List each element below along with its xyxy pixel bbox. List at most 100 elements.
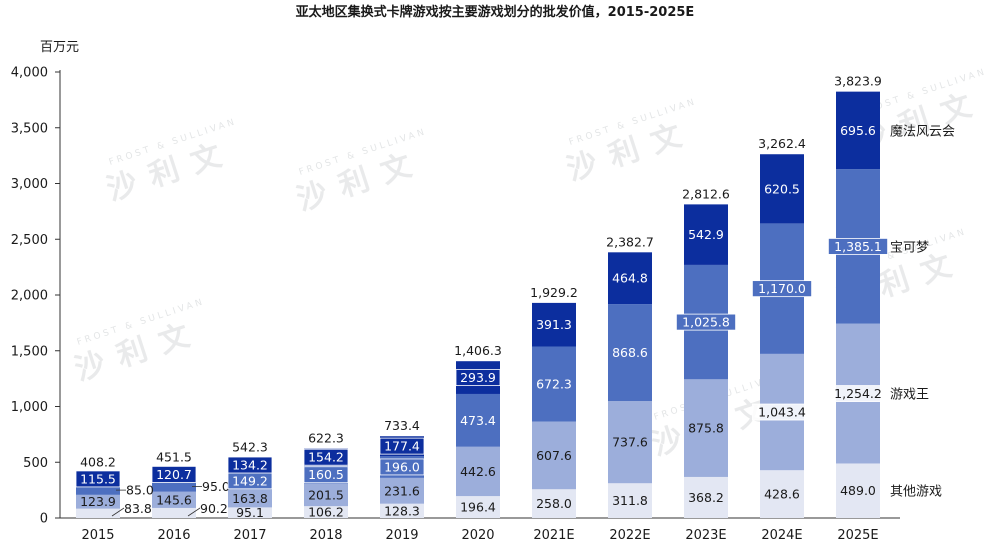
x-category-label: 2025E	[837, 528, 878, 543]
segment-value-label: 196.4	[460, 500, 496, 515]
bar-segment	[456, 446, 500, 497]
bar-segment	[760, 154, 804, 224]
segment-value-label: 134.2	[232, 458, 268, 473]
bar-segment	[380, 477, 424, 504]
bar-total-label: 2,812.6	[682, 186, 730, 201]
bar-total-label: 542.3	[232, 440, 268, 455]
bar-segment	[532, 302, 576, 347]
bar-segment	[76, 494, 120, 509]
x-category-label: 2016	[157, 528, 190, 543]
y-tick-label: 1,000	[11, 400, 48, 415]
segment-label-box	[303, 448, 349, 466]
segment-value-label: 106.2	[308, 505, 344, 520]
segment-label-box	[828, 385, 889, 402]
segment-value-label: 163.8	[232, 491, 268, 506]
segment-value-label: 154.2	[308, 450, 344, 465]
bar-segment	[532, 346, 576, 422]
bar-total-label: 733.4	[384, 418, 420, 433]
segment-value-label: 196.0	[384, 459, 420, 474]
x-category-label: 2019	[385, 528, 418, 543]
leader-line	[187, 507, 201, 517]
bar-segment	[152, 507, 196, 518]
bar-segment	[228, 507, 272, 518]
bar-segment	[684, 379, 728, 477]
segment-value-label: 489.0	[840, 483, 876, 498]
bar-segment	[76, 508, 120, 518]
y-tick-label: 3,000	[11, 177, 48, 192]
x-category-label: 2015	[81, 528, 114, 543]
segment-value-label: 83.8	[124, 501, 152, 516]
bar-segment	[456, 393, 500, 447]
data-labels: 2015 408.2 83.8 123.9 85.0 115.5 2016 451.5 90.2…	[75, 74, 889, 543]
segment-value-label: 311.8	[612, 493, 648, 508]
bar-segment	[76, 485, 120, 495]
segment-value-label: 428.6	[764, 487, 800, 502]
bar-segment	[608, 400, 652, 484]
segment-value-label: 85.0	[126, 483, 154, 498]
axes: 0 500 1,000 1,500 2,000 2,500 3,000 3,500 4,000	[11, 66, 900, 527]
bar-total-label: 622.3	[308, 431, 344, 446]
bar-segment	[304, 483, 348, 507]
bar-segment	[684, 204, 728, 265]
chart-title: 亚太地区集换式卡牌游戏按主要游戏划分的批发价值，2015-2025E	[296, 4, 695, 20]
segment-value-label: 607.6	[536, 448, 572, 463]
segment-value-label: 90.2	[200, 501, 228, 516]
segment-value-label: 293.9	[460, 370, 496, 385]
bar-total-label: 1,406.3	[454, 343, 502, 358]
x-category-label: 2021E	[533, 528, 574, 543]
segment-value-label: 123.9	[80, 494, 116, 509]
legend: 其他游戏 游戏王 宝可梦 魔法风云会	[890, 124, 955, 499]
bar-segment	[608, 252, 652, 305]
y-tick-label: 3,500	[11, 121, 48, 136]
segment-value-label: 231.6	[384, 483, 420, 498]
bar-total-label: 1,929.2	[530, 285, 578, 300]
segment-value-label: 115.5	[80, 471, 116, 486]
legend-label: 魔法风云会	[890, 124, 955, 139]
segment-label-box	[75, 470, 121, 488]
segment-value-label: 1,170.0	[758, 281, 806, 296]
bar-segment	[152, 491, 196, 508]
segment-value-label: 368.2	[688, 490, 724, 505]
x-category-label: 2022E	[609, 528, 650, 543]
segment-label-box	[303, 466, 349, 484]
y-tick-label: 0	[40, 512, 48, 527]
segment-label-box	[752, 403, 813, 421]
bar-total-label: 451.5	[156, 450, 192, 465]
bar-segment	[608, 304, 652, 401]
x-category-label: 2018	[309, 528, 342, 543]
segment-value-label: 868.6	[612, 345, 648, 360]
segment-value-label: 737.6	[612, 435, 648, 450]
segment-value-label: 473.4	[460, 413, 496, 428]
bar-segment	[532, 421, 576, 490]
segment-value-label: 95.1	[236, 505, 264, 520]
segment-value-label: 672.3	[536, 377, 572, 392]
segment-value-label: 1,254.2	[834, 386, 882, 401]
segment-value-label: 258.0	[536, 496, 572, 511]
bar-segment	[304, 506, 348, 518]
y-tick-label: 4,000	[11, 66, 48, 81]
segment-value-label: 464.8	[612, 271, 648, 286]
legend-label: 其他游戏	[890, 485, 942, 500]
segment-value-label: 620.5	[764, 181, 800, 196]
segment-value-label: 1,385.1	[834, 239, 882, 254]
bar-segment	[684, 476, 728, 518]
y-tick-label: 1,500	[11, 344, 48, 359]
x-category-label: 2023E	[685, 528, 726, 543]
segment-value-label: 201.5	[308, 487, 344, 502]
bar-segment	[760, 470, 804, 518]
bar-segment	[152, 481, 196, 492]
segment-value-label: 391.3	[536, 317, 572, 332]
segment-value-label: 442.6	[460, 464, 496, 479]
segment-label-box	[455, 369, 501, 386]
bar-segment	[532, 489, 576, 518]
x-category-label: 2024E	[761, 528, 802, 543]
segment-value-label: 95.0	[202, 479, 230, 494]
bar-segment	[836, 91, 880, 170]
x-category-label: 2017	[233, 528, 266, 543]
bar-total-label: 408.2	[80, 454, 116, 469]
segment-label-box	[752, 280, 813, 298]
